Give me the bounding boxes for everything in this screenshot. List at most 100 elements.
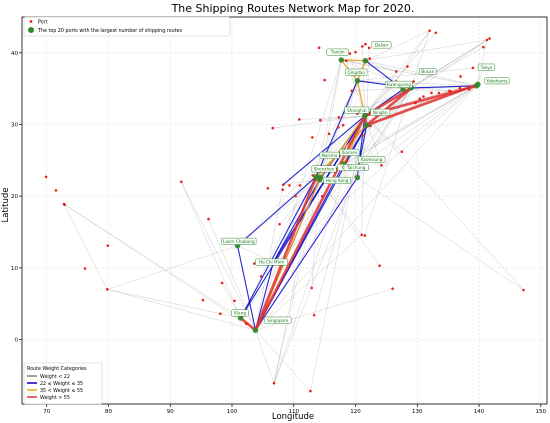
route-line (63, 203, 241, 319)
y-axis-label: Latitude (1, 188, 11, 223)
port-label: Laem Chabang (223, 239, 255, 244)
port-marker (364, 42, 367, 46)
port-label: Shanghai (347, 108, 367, 113)
port-marker (360, 233, 364, 237)
axis-ticks: 70 80 90 100 110 120 130 140 150 0 10 20 30 40 (11, 51, 547, 415)
port-marker (449, 90, 452, 93)
port-marker (252, 262, 256, 265)
port-marker (428, 29, 431, 32)
port-marker (400, 150, 404, 154)
y-tick-label: 0 (15, 338, 19, 344)
port-marker (368, 57, 372, 60)
x-tick-label: 90 (167, 409, 174, 415)
route-line (410, 46, 484, 89)
legend-weights: Route Weight Categories Weight < 22 22 ≤… (23, 362, 103, 405)
port-marker (220, 281, 224, 285)
port-marker (394, 70, 398, 73)
port-marker (310, 286, 313, 290)
port-marker (361, 133, 364, 137)
route-line (343, 85, 477, 165)
port-marker (337, 116, 341, 119)
port-marker (281, 183, 285, 186)
port-marker (314, 179, 317, 182)
port-marker (391, 287, 394, 290)
route-line (365, 86, 413, 127)
route-line (357, 177, 524, 291)
route-line (255, 85, 477, 331)
x-tick-label: 80 (105, 409, 112, 415)
route-line (272, 179, 321, 263)
port-marker (336, 126, 340, 129)
route-line (311, 179, 320, 289)
port-marker (363, 234, 367, 237)
legend-top: Port The top 20 ports with the largest n… (23, 16, 231, 37)
port-label-box (385, 80, 413, 88)
port-marker (354, 50, 357, 54)
route-line (299, 115, 365, 120)
port-marker (207, 217, 210, 221)
route-line (358, 84, 478, 167)
route-line (237, 115, 365, 246)
legend-weight-label-4: Weight > 55 (40, 395, 70, 401)
port-marker (430, 91, 433, 95)
route-line (181, 181, 256, 331)
top-port-marker (338, 57, 345, 63)
port-label: Busan (421, 69, 434, 74)
port-marker (281, 188, 284, 192)
chart-title: The Shipping Routes Network Map for 2020… (171, 2, 415, 15)
x-tick-label: 120 (350, 409, 361, 415)
route-line (341, 59, 397, 72)
port-marker (485, 38, 489, 42)
route-line (315, 80, 358, 178)
route-line (254, 176, 358, 331)
route-line (313, 125, 367, 316)
route-line (312, 115, 365, 176)
legend-port-label: Port (38, 20, 48, 26)
port-marker (406, 65, 409, 68)
legend-top-port-marker (28, 27, 34, 33)
port-marker (422, 95, 425, 98)
y-tick-label: 40 (11, 51, 18, 57)
route-line (310, 115, 365, 392)
port-marker (266, 186, 270, 190)
port-marker (294, 194, 297, 198)
port-marker (244, 322, 248, 326)
port-label: Shenzhen (314, 167, 335, 172)
route-line (255, 59, 342, 331)
port-marker (319, 118, 322, 122)
port-marker (522, 288, 525, 292)
port-label-box (231, 309, 249, 317)
route-line (254, 175, 318, 332)
port-label-box (484, 77, 510, 85)
port-marker (458, 86, 462, 90)
plot-area (21, 16, 548, 405)
route-line (273, 165, 359, 384)
port-label: Tianjin (330, 50, 345, 55)
port-marker (437, 91, 441, 95)
route-line (240, 80, 358, 319)
port-marker (233, 299, 236, 303)
route-line (272, 115, 365, 129)
top-port-marker (473, 83, 480, 89)
port-marker (272, 381, 276, 385)
port-label-box (323, 176, 351, 184)
port-marker (341, 123, 345, 127)
top-port-marker (361, 113, 368, 119)
legend-weight-label-2: 22 ≤ Weight ≤ 35 (40, 381, 83, 387)
route-line (357, 80, 477, 86)
port-marker (106, 244, 110, 247)
port-marker (459, 75, 462, 78)
route-line (410, 85, 478, 89)
top-port-marker (237, 315, 244, 321)
route-line (320, 115, 365, 121)
x-tick-label: 130 (412, 409, 423, 415)
port-label-box (339, 149, 360, 156)
route-line (237, 176, 317, 247)
port-marker (63, 203, 66, 207)
route-line (255, 288, 393, 331)
port-label-box (371, 41, 392, 49)
port-marker (54, 189, 58, 192)
route-line (255, 330, 311, 392)
route-line (365, 30, 430, 61)
port-marker (320, 194, 324, 198)
